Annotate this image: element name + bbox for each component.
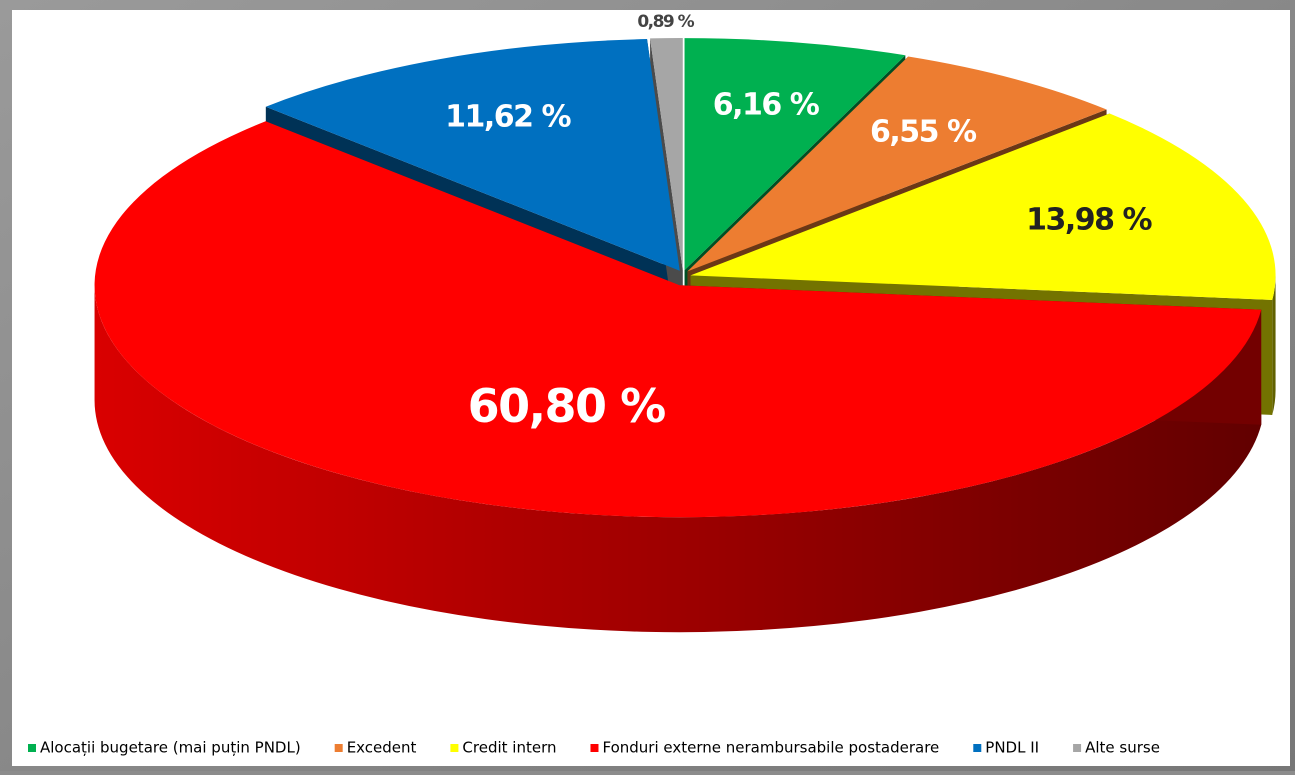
data-label: 60,80 % <box>468 379 666 433</box>
slice-side <box>94 285 1262 633</box>
legend-label: Alte surse <box>1085 739 1160 757</box>
legend-label: Credit intern <box>462 739 556 757</box>
legend-label: Alocații bugetare (mai puțin PNDL) <box>40 739 301 757</box>
data-label: 6,55 % <box>870 114 977 149</box>
legend-swatch <box>973 744 982 752</box>
legend-swatch <box>450 744 459 752</box>
legend-swatch <box>28 744 36 752</box>
data-label: 11,62 % <box>445 100 571 135</box>
slice <box>265 39 680 271</box>
slice <box>690 113 1276 300</box>
legend-label: Fonduri externe nerambursabile postadera… <box>602 739 939 757</box>
legend-swatch <box>334 744 343 752</box>
data-label: 6,16 % <box>713 88 820 123</box>
legend-swatch <box>590 744 599 752</box>
slice-side <box>1272 275 1276 415</box>
legend-swatch <box>1073 744 1082 752</box>
data-label: 13,98 % <box>1026 202 1152 237</box>
slice <box>687 56 1107 272</box>
legend-label: Excedent <box>347 739 417 757</box>
slice <box>684 38 906 271</box>
slice <box>94 121 1262 518</box>
legend-label: PNDL II <box>985 739 1039 757</box>
data-label: 0,89 % <box>637 12 694 32</box>
slice <box>650 38 683 271</box>
